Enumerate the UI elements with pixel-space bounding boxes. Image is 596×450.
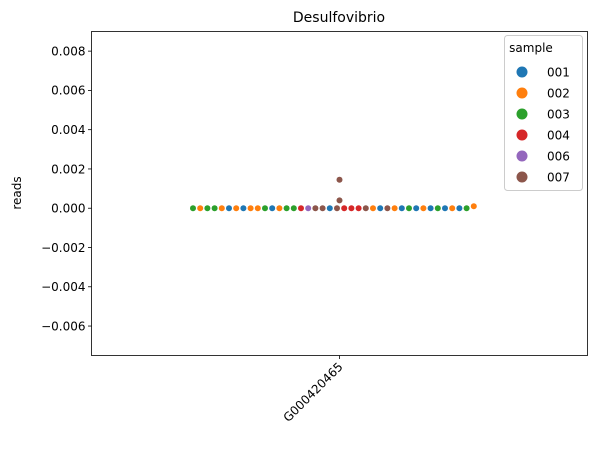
data-point-003 [290,205,297,212]
y-tick-label: 0.002 [51,162,85,176]
data-point-004 [298,205,304,212]
data-point-007 [336,176,343,183]
data-point-001 [240,205,247,212]
data-point-007 [362,205,369,212]
data-point-002 [470,203,477,210]
data-point-002 [391,205,398,212]
data-point-003 [211,205,218,212]
plot-area-frame [91,31,588,356]
y-tick-label: 0.008 [51,44,85,58]
data-point-001 [377,205,384,212]
y-tick-label: −0.002 [41,241,85,255]
data-point-002 [247,205,254,212]
data-point-004 [341,205,348,212]
data-point-002 [420,205,427,212]
data-point-002 [276,205,283,212]
data-point-002 [370,205,376,212]
data-point-002 [197,205,204,212]
data-point-001 [398,205,405,212]
data-point-006 [305,205,312,212]
legend-label-004: 004 [547,128,570,142]
data-point-003 [463,205,470,212]
data-point-007 [334,205,340,212]
data-point-001 [226,205,232,212]
data-point-007 [336,197,343,204]
data-point-007 [384,205,391,212]
data-point-002 [449,205,456,212]
y-axis: −0.006 −0.004 −0.002 0.000 0.002 0.004 0.006 0.… [41,44,92,333]
data-point-007 [312,205,319,212]
legend-frame [504,35,583,191]
legend: sample 001 002 003 004 006 007 [504,35,583,191]
data-point-003 [190,205,196,212]
y-axis-label: reads [10,176,24,209]
data-point-002 [233,205,240,212]
data-point-002 [218,205,225,212]
legend-marker-006 [516,150,528,162]
data-point-001 [326,205,333,212]
data-point-007 [319,205,326,212]
data-point-003 [434,205,441,212]
data-point-004 [348,205,355,212]
data-point-001 [427,205,434,212]
data-point-001 [413,205,420,212]
legend-label-001: 001 [547,65,570,79]
data-point-003 [283,205,290,212]
legend-marker-001 [516,66,528,78]
chart-title: Desulfovibrio [293,10,385,26]
data-point-003 [204,205,211,212]
legend-label-007: 007 [547,170,570,184]
y-tick-label: 0.006 [51,84,85,98]
legend-title: sample [509,41,553,55]
data-point-003 [406,205,412,212]
data-point-001 [456,205,463,212]
data-point-001 [442,205,448,212]
legend-marker-007 [516,171,528,183]
legend-label-003: 003 [547,107,570,121]
data-point-003 [262,205,268,212]
legend-marker-003 [516,108,528,120]
legend-marker-002 [516,87,528,99]
data-points [190,176,477,212]
legend-label-002: 002 [547,86,570,100]
data-point-004 [355,205,362,212]
y-tick-label: −0.006 [41,319,85,333]
y-tick-label: 0.000 [51,202,85,216]
y-tick-label: 0.004 [51,123,85,137]
data-point-001 [269,205,276,212]
legend-label-006: 006 [547,149,570,163]
data-point-002 [254,205,261,212]
y-tick-label: −0.004 [41,280,85,294]
legend-marker-004 [516,129,528,141]
